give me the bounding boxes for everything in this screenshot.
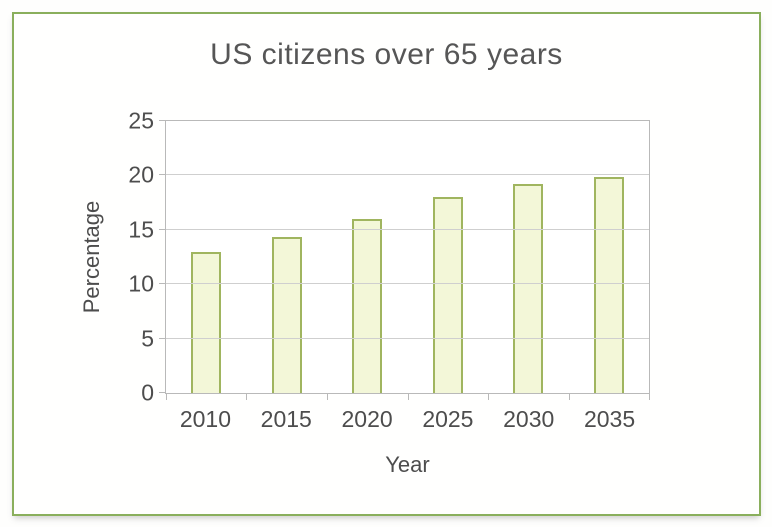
x-tick-mark-6 <box>649 393 650 400</box>
x-axis-title: Year <box>385 452 430 477</box>
x-tick-label-2030: 2030 <box>503 406 555 432</box>
gridline-5 <box>166 337 649 339</box>
x-tick-label-2025: 2025 <box>422 406 474 432</box>
y-tick-label-20: 20 <box>128 161 154 188</box>
x-tick-label-2010: 2010 <box>179 406 231 432</box>
x-axis-labels: 2010 2015 2020 2025 2030 2035 <box>165 406 650 433</box>
y-tick-label-15: 15 <box>128 216 154 243</box>
x-tick-mark-1 <box>246 393 248 400</box>
y-axis-title: Percentage <box>79 200 104 314</box>
bar-slot-2030 <box>488 121 569 393</box>
bar-2030 <box>513 184 544 393</box>
y-tick-label-25: 25 <box>128 107 154 134</box>
bars-container <box>166 121 649 393</box>
bar-2035 <box>593 176 624 393</box>
x-tick-label-2015: 2015 <box>260 406 312 432</box>
bar-2020 <box>352 218 383 393</box>
bar-slot-2035 <box>569 121 650 393</box>
x-tick-mark-4 <box>487 393 489 400</box>
chart-frame: US citizens over 65 years Percentage 0 5 1… <box>12 12 761 516</box>
bar-slot-2025 <box>408 121 489 393</box>
bar-slot-2010 <box>166 121 247 393</box>
bar-slot-2020 <box>327 121 408 393</box>
bar-2010 <box>191 251 222 393</box>
bar-slot-2015 <box>247 121 328 393</box>
bar-2025 <box>432 197 463 393</box>
x-tick-mark-5 <box>568 393 570 400</box>
x-tick-mark-3 <box>407 393 409 400</box>
x-tick-label-2035: 2035 <box>583 406 636 432</box>
y-tick-mark-25 <box>159 120 166 121</box>
y-tick-mark-5 <box>159 337 166 339</box>
y-tick-mark-0 <box>159 392 166 393</box>
x-tick-label-2020: 2020 <box>341 406 393 432</box>
y-tick-label-5: 5 <box>141 325 154 352</box>
y-tick-mark-15 <box>159 228 166 230</box>
y-tick-mark-20 <box>159 174 166 176</box>
plot-area: 0 5 10 15 20 25 <box>128 109 650 404</box>
chart-title: US citizens over 65 years <box>210 38 563 71</box>
y-tick-label-10: 10 <box>128 270 154 297</box>
gridline-15 <box>166 228 649 230</box>
x-tick-mark-0 <box>166 393 167 400</box>
y-tick-mark-10 <box>159 283 166 285</box>
y-tick-label-0: 0 <box>141 379 154 406</box>
gridline-20 <box>166 174 649 176</box>
gridline-10 <box>166 283 649 285</box>
bar-2015 <box>271 237 302 393</box>
x-tick-mark-2 <box>326 393 328 400</box>
